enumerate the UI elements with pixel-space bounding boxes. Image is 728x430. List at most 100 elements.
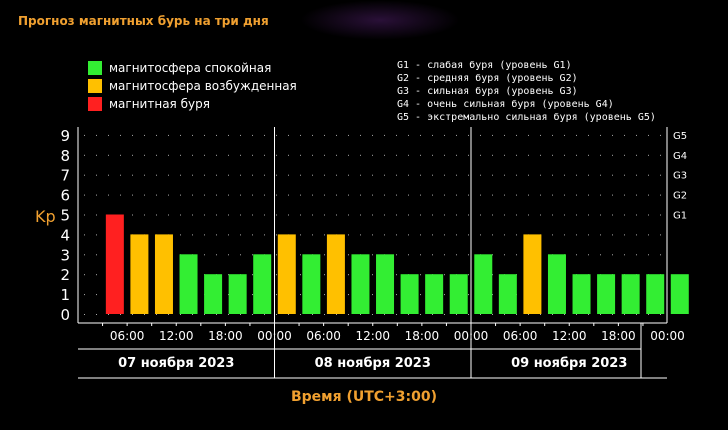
grid-dot: [240, 134, 241, 136]
grid-dot: [96, 174, 97, 176]
grid-dot: [156, 314, 157, 315]
grid-dot: [396, 314, 397, 315]
grid-dot: [192, 174, 193, 176]
grid-dot: [504, 214, 505, 216]
grid-dot: [180, 214, 181, 216]
grid-dot: [504, 314, 505, 315]
header-glow: [300, 0, 460, 40]
grid-dot: [216, 234, 217, 236]
grid-dot: [372, 274, 373, 276]
grid-dot: [384, 314, 385, 315]
grid-dot: [408, 174, 409, 176]
grid-dot: [96, 154, 97, 156]
grid-dot: [372, 294, 373, 296]
grid-dot: [432, 174, 433, 176]
grid-dot: [348, 294, 349, 296]
grid-dot: [348, 174, 349, 176]
grid-dot: [444, 274, 445, 276]
grid-dot: [276, 294, 277, 296]
grid-dot: [660, 134, 661, 136]
grid-dot: [216, 134, 217, 136]
grid-dot: [288, 154, 289, 156]
grid-dot: [336, 174, 337, 176]
grid-dot: [300, 134, 301, 136]
grid-dot: [324, 314, 325, 315]
grid-dot: [348, 254, 349, 256]
grid-dot: [348, 154, 349, 156]
bar: [621, 274, 640, 314]
legend-label-storm: магнитная буря: [109, 97, 210, 111]
grid-dot: [384, 214, 385, 216]
grid-dot: [540, 174, 541, 176]
grid-dot: [240, 314, 241, 315]
grid-dot: [252, 194, 253, 196]
grid-dot: [540, 134, 541, 136]
grid-dot: [336, 194, 337, 196]
x-tick-label: 06:00: [306, 329, 341, 343]
grid-dot: [84, 254, 85, 256]
grid-dot: [516, 214, 517, 216]
grid-dot: [504, 234, 505, 236]
grid-dot: [600, 234, 601, 236]
x-tick-label: 18:00: [405, 329, 440, 343]
grid-dot: [300, 314, 301, 315]
legend-label-quiet: магнитосфера спокойная: [109, 61, 271, 75]
grid-dot: [516, 154, 517, 156]
grid-dot: [420, 214, 421, 216]
y-tick-label: 2: [60, 266, 70, 284]
grid-dot: [552, 314, 553, 315]
grid-dot: [576, 254, 577, 256]
grid-dot: [156, 174, 157, 176]
grid-dot: [216, 254, 217, 256]
grid-dot: [360, 154, 361, 156]
grid-dot: [276, 154, 277, 156]
x-tick-label: 12:00: [552, 329, 587, 343]
grid-dot: [84, 294, 85, 296]
grid-dot: [648, 134, 649, 136]
grid-dot: [228, 154, 229, 156]
grid-dot: [96, 234, 97, 236]
grid-dot: [396, 154, 397, 156]
grid-dot: [444, 314, 445, 315]
x-ticks: 06:00 12:00 18:00 00:00 06:00 12:00 18:00 00:00…: [110, 329, 685, 343]
grid-dot: [108, 154, 109, 156]
grid-dot: [228, 194, 229, 196]
grid-dot: [492, 154, 493, 156]
grid-dot: [612, 154, 613, 156]
grid-dot: [660, 194, 661, 196]
grid-dot: [432, 254, 433, 256]
grid-dot: [96, 194, 97, 196]
grid-dot: [456, 214, 457, 216]
bar: [572, 274, 591, 314]
grid-dot: [276, 194, 277, 196]
grid-dot: [372, 194, 373, 196]
grid-dot: [504, 194, 505, 196]
grid-dot: [600, 134, 601, 136]
x-tick-label: 18:00: [601, 329, 636, 343]
grid-dot: [372, 174, 373, 176]
grid-dot: [96, 274, 97, 276]
grid-dot: [360, 134, 361, 136]
x-tick-label: 12:00: [159, 329, 194, 343]
grid-dot: [336, 154, 337, 156]
grid-dot: [348, 134, 349, 136]
grid-dot: [192, 154, 193, 156]
y-tick-label: 4: [60, 226, 70, 244]
grid-dot: [528, 314, 529, 315]
grid-dot: [228, 254, 229, 256]
grid-dot: [228, 134, 229, 136]
grid-dot: [240, 234, 241, 236]
grid-dot: [156, 134, 157, 136]
storm-level-g5: G5 - экстремально сильная буря (уровень …: [397, 111, 656, 123]
grid-dot: [288, 194, 289, 196]
grid-dot: [492, 134, 493, 136]
grid-dot: [552, 134, 553, 136]
grid-dot: [576, 194, 577, 196]
grid-dot: [108, 314, 109, 315]
grid-dot: [516, 194, 517, 196]
grid-dot: [300, 294, 301, 296]
grid-dot: [360, 174, 361, 176]
grid-dot: [324, 214, 325, 216]
g-tick-label: G1: [673, 211, 687, 222]
storm-level-g4: G4 - очень сильная буря (уровень G4): [397, 98, 614, 110]
